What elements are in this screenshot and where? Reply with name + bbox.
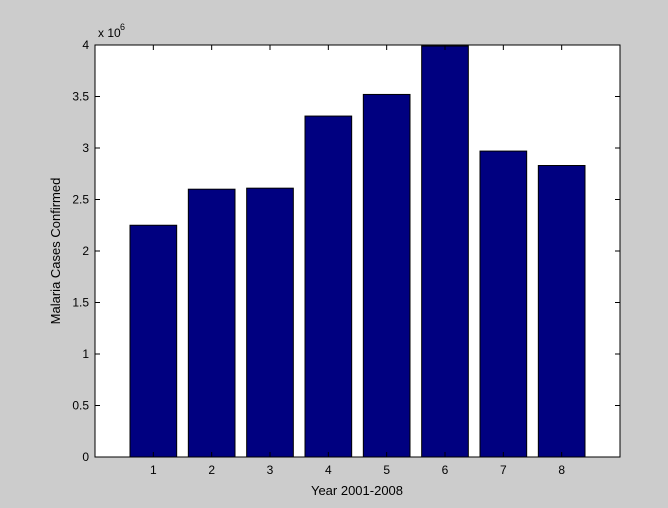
bar-series xyxy=(129,45,586,458)
x-tick-label: 8 xyxy=(558,463,565,477)
x-axis-ticks: 1 2 3 4 5 6 7 8 xyxy=(150,45,565,477)
y-tick-label: 1.5 xyxy=(72,296,89,310)
x-tick-label: 5 xyxy=(383,463,390,477)
y-tick-label: 4 xyxy=(82,38,89,52)
bar-1 xyxy=(129,224,178,458)
y-tick-label: 0.5 xyxy=(72,399,89,413)
plot-frame xyxy=(94,44,621,458)
y-axis-ticks: 0 0.5 1 1.5 2 2.5 3 3.5 4 xyxy=(72,38,620,464)
y-tick-label: 2 xyxy=(82,244,89,258)
y-axis-label: Malaria Cases Confirmed xyxy=(48,178,63,325)
y-exponent-power: 6 xyxy=(120,22,125,32)
bar-7 xyxy=(479,150,528,458)
bar-3 xyxy=(246,187,294,458)
y-tick-label: 2.5 xyxy=(72,193,89,207)
x-tick-label: 2 xyxy=(208,463,215,477)
bar-2 xyxy=(187,188,236,458)
bar-5 xyxy=(362,93,411,458)
x-tick-label: 7 xyxy=(500,463,507,477)
x-tick-label: 3 xyxy=(267,463,274,477)
y-exponent-base: x 10 xyxy=(98,26,121,40)
y-tick-label: 1 xyxy=(82,347,89,361)
bar-6 xyxy=(421,45,469,458)
x-axis-label: Year 2001-2008 xyxy=(311,483,403,498)
bar-8 xyxy=(537,165,586,458)
bar-4 xyxy=(304,115,353,458)
x-tick-label: 6 xyxy=(442,463,449,477)
y-tick-label: 3 xyxy=(82,141,89,155)
x-tick-label: 4 xyxy=(325,463,332,477)
y-tick-label: 3.5 xyxy=(72,90,89,104)
plot-area xyxy=(95,45,620,457)
y-tick-label: 0 xyxy=(82,450,89,464)
x-tick-label: 1 xyxy=(150,463,157,477)
